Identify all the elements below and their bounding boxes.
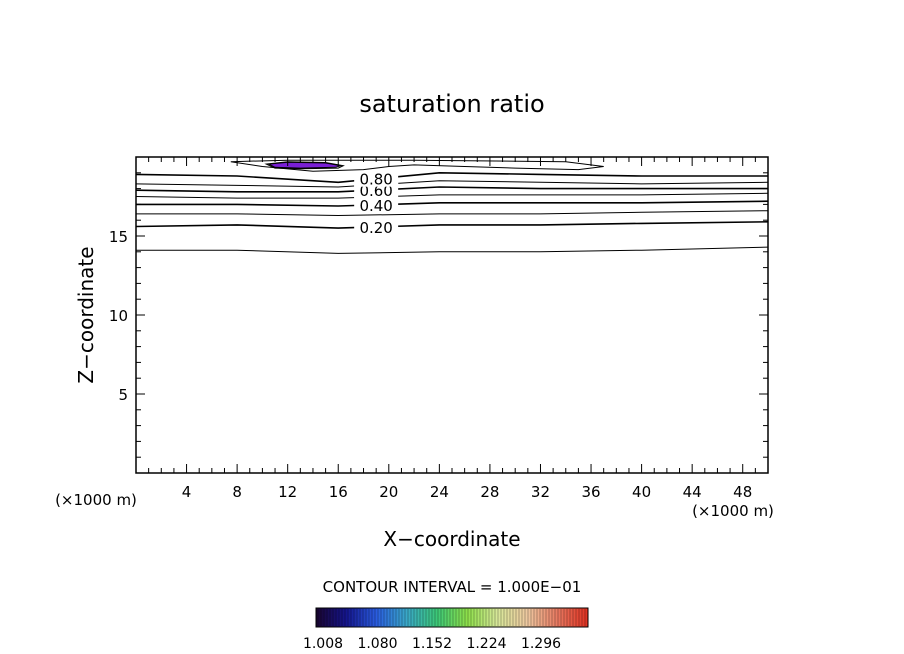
- x-tick-label: 20: [379, 483, 398, 501]
- contour-line-6: [136, 180, 768, 188]
- x-tick-label: 12: [278, 483, 297, 501]
- contour-line-4: [136, 192, 768, 199]
- contour-lines: [136, 159, 768, 254]
- x-tick-label: 16: [329, 483, 348, 501]
- chart-title: saturation ratio: [359, 90, 544, 118]
- colorbar-gradient: [315, 607, 589, 628]
- x-axis-unit: (×1000 m): [692, 502, 774, 520]
- colorbar-tick-label: 1.008: [303, 636, 343, 652]
- x-tick-label: 44: [683, 483, 702, 501]
- colorbar: 1.008 1.080 1.152 1.224 1.296: [303, 607, 589, 652]
- colorbar-tick-label: 1.296: [521, 636, 561, 652]
- y-axis-label: Z−coordinate: [74, 246, 98, 383]
- y-tick-label: 10: [109, 307, 128, 325]
- contour-label-bg-7: [354, 170, 399, 187]
- x-tick-label: 4: [182, 483, 192, 501]
- contour-line-3: [136, 200, 768, 207]
- contour-label-bg-3: [354, 196, 399, 213]
- x-tick-label: 36: [581, 483, 600, 501]
- x-axis-ticks: 4 8 12 16 20 24 28 32 36 40 44 48: [148, 157, 756, 501]
- contour-label-3: 0.40: [359, 197, 392, 215]
- contour-line-0: [136, 246, 768, 254]
- contour-line-2: [136, 210, 768, 217]
- colorbar-stripes: [317, 609, 586, 626]
- colorbar-tick-label: 1.080: [357, 636, 397, 652]
- colorbar-tick-labels: 1.008 1.080 1.152 1.224 1.296: [303, 636, 561, 652]
- contour-interval-text: CONTOUR INTERVAL = 1.000E−01: [323, 578, 582, 596]
- contour-line-5: [136, 186, 768, 193]
- contour-line-7: [136, 171, 768, 184]
- y-tick-label: 5: [118, 386, 128, 404]
- contour-labels: 0.200.400.600.80: [354, 170, 399, 237]
- x-tick-label: 48: [733, 483, 752, 501]
- contour-label-bg-1: [354, 218, 399, 235]
- x-tick-label: 8: [232, 483, 242, 501]
- x-axis-label: X−coordinate: [383, 527, 520, 551]
- y-axis-unit: (×1000 m): [55, 491, 137, 509]
- x-tick-label: 32: [531, 483, 550, 501]
- contour-label-1: 0.20: [359, 219, 392, 237]
- y-axis-ticks: 5 10 15: [109, 172, 768, 458]
- contour-line-1: [136, 221, 768, 229]
- x-tick-label: 40: [632, 483, 651, 501]
- contour-line-9: [264, 161, 345, 170]
- x-tick-label: 28: [480, 483, 499, 501]
- colorbar-tick-label: 1.152: [412, 636, 452, 652]
- x-tick-label: 24: [430, 483, 449, 501]
- colorbar-tick-label: 1.224: [466, 636, 506, 652]
- contour-label-7: 0.80: [359, 171, 392, 189]
- y-tick-label: 15: [109, 228, 128, 246]
